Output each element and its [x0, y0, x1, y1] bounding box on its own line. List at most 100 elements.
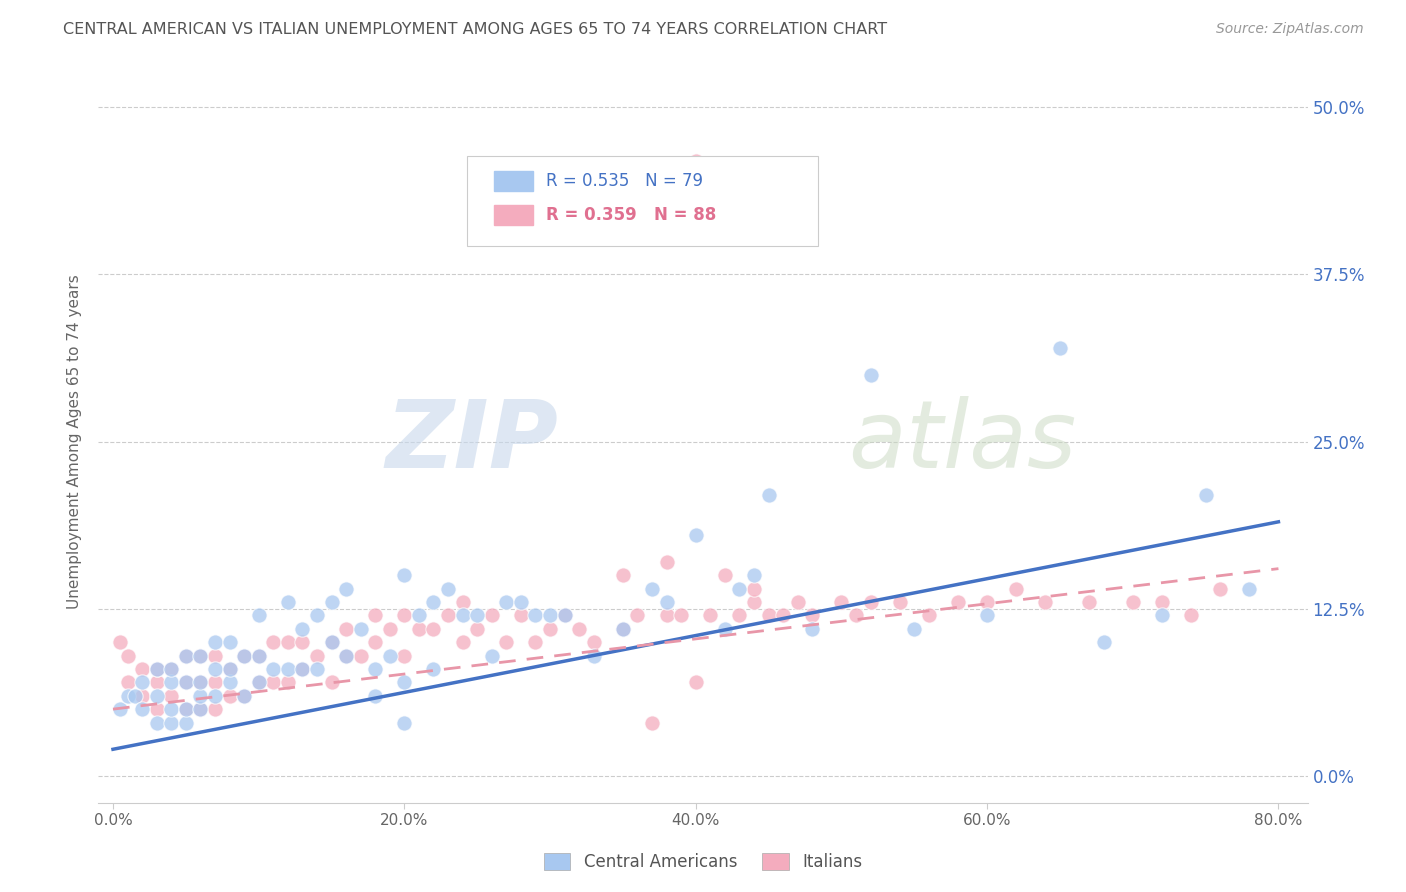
Point — [305, 662, 328, 676]
Point — [291, 662, 314, 676]
Point — [110, 635, 132, 649]
Point — [612, 622, 634, 636]
Point — [394, 608, 416, 623]
Point — [465, 622, 488, 636]
Point — [160, 662, 183, 676]
Point — [291, 662, 314, 676]
Point — [801, 622, 824, 636]
Point — [495, 595, 517, 609]
Point — [218, 635, 240, 649]
Point — [918, 608, 941, 623]
Point — [262, 635, 284, 649]
Point — [582, 648, 605, 663]
Point — [714, 568, 737, 582]
Point — [481, 608, 503, 623]
Point — [145, 662, 167, 676]
Point — [845, 608, 868, 623]
Point — [772, 608, 794, 623]
Point — [335, 622, 357, 636]
Point — [394, 568, 416, 582]
Bar — [494, 204, 533, 225]
Point — [350, 648, 373, 663]
Point — [247, 648, 270, 663]
Point — [378, 622, 401, 636]
Point — [145, 662, 167, 676]
Point — [305, 648, 328, 663]
Point — [641, 582, 664, 596]
Text: R = 0.359   N = 88: R = 0.359 N = 88 — [546, 206, 716, 224]
Point — [422, 595, 444, 609]
Point — [174, 675, 197, 690]
Point — [160, 689, 183, 703]
Point — [350, 622, 373, 636]
Point — [291, 622, 314, 636]
Point — [509, 595, 531, 609]
Point — [321, 635, 343, 649]
Point — [714, 622, 737, 636]
Point — [1049, 341, 1071, 355]
Point — [277, 662, 299, 676]
Point — [218, 662, 240, 676]
Point — [1092, 635, 1115, 649]
Point — [524, 608, 547, 623]
Point — [437, 582, 460, 596]
Point — [190, 675, 212, 690]
Point — [204, 689, 226, 703]
Point — [946, 595, 969, 609]
Point — [160, 702, 183, 716]
Point — [582, 635, 605, 649]
Point — [174, 675, 197, 690]
Point — [190, 648, 212, 663]
Point — [218, 689, 240, 703]
Y-axis label: Unemployment Among Ages 65 to 74 years: Unemployment Among Ages 65 to 74 years — [67, 274, 83, 609]
Point — [408, 622, 430, 636]
Point — [204, 675, 226, 690]
Point — [364, 635, 387, 649]
Point — [110, 702, 132, 716]
Point — [335, 648, 357, 663]
Point — [277, 595, 299, 609]
Point — [742, 568, 765, 582]
Point — [495, 635, 517, 649]
Point — [321, 595, 343, 609]
Text: ZIP: ZIP — [385, 395, 558, 488]
Point — [451, 595, 474, 609]
Point — [758, 608, 780, 623]
Point — [218, 662, 240, 676]
Point — [655, 608, 678, 623]
Point — [1180, 608, 1202, 623]
Point — [859, 368, 882, 382]
Point — [305, 608, 328, 623]
Point — [408, 608, 430, 623]
Point — [335, 648, 357, 663]
Point — [786, 595, 808, 609]
Point — [1150, 595, 1173, 609]
Point — [247, 648, 270, 663]
Point — [145, 702, 167, 716]
Point — [160, 675, 183, 690]
Point — [422, 662, 444, 676]
Point — [728, 608, 751, 623]
Point — [685, 153, 707, 168]
Point — [976, 608, 998, 623]
Point — [145, 689, 167, 703]
Point — [124, 689, 146, 703]
Point — [685, 528, 707, 542]
Point — [394, 715, 416, 730]
Point — [364, 689, 387, 703]
Point — [321, 635, 343, 649]
Point — [233, 648, 256, 663]
Text: atlas: atlas — [848, 396, 1077, 487]
Point — [655, 555, 678, 569]
Point — [465, 608, 488, 623]
Point — [801, 608, 824, 623]
Point — [394, 648, 416, 663]
Point — [277, 675, 299, 690]
Point — [976, 595, 998, 609]
Point — [626, 608, 648, 623]
Point — [233, 648, 256, 663]
Point — [1078, 595, 1101, 609]
Point — [145, 675, 167, 690]
Point — [889, 595, 911, 609]
Point — [233, 689, 256, 703]
